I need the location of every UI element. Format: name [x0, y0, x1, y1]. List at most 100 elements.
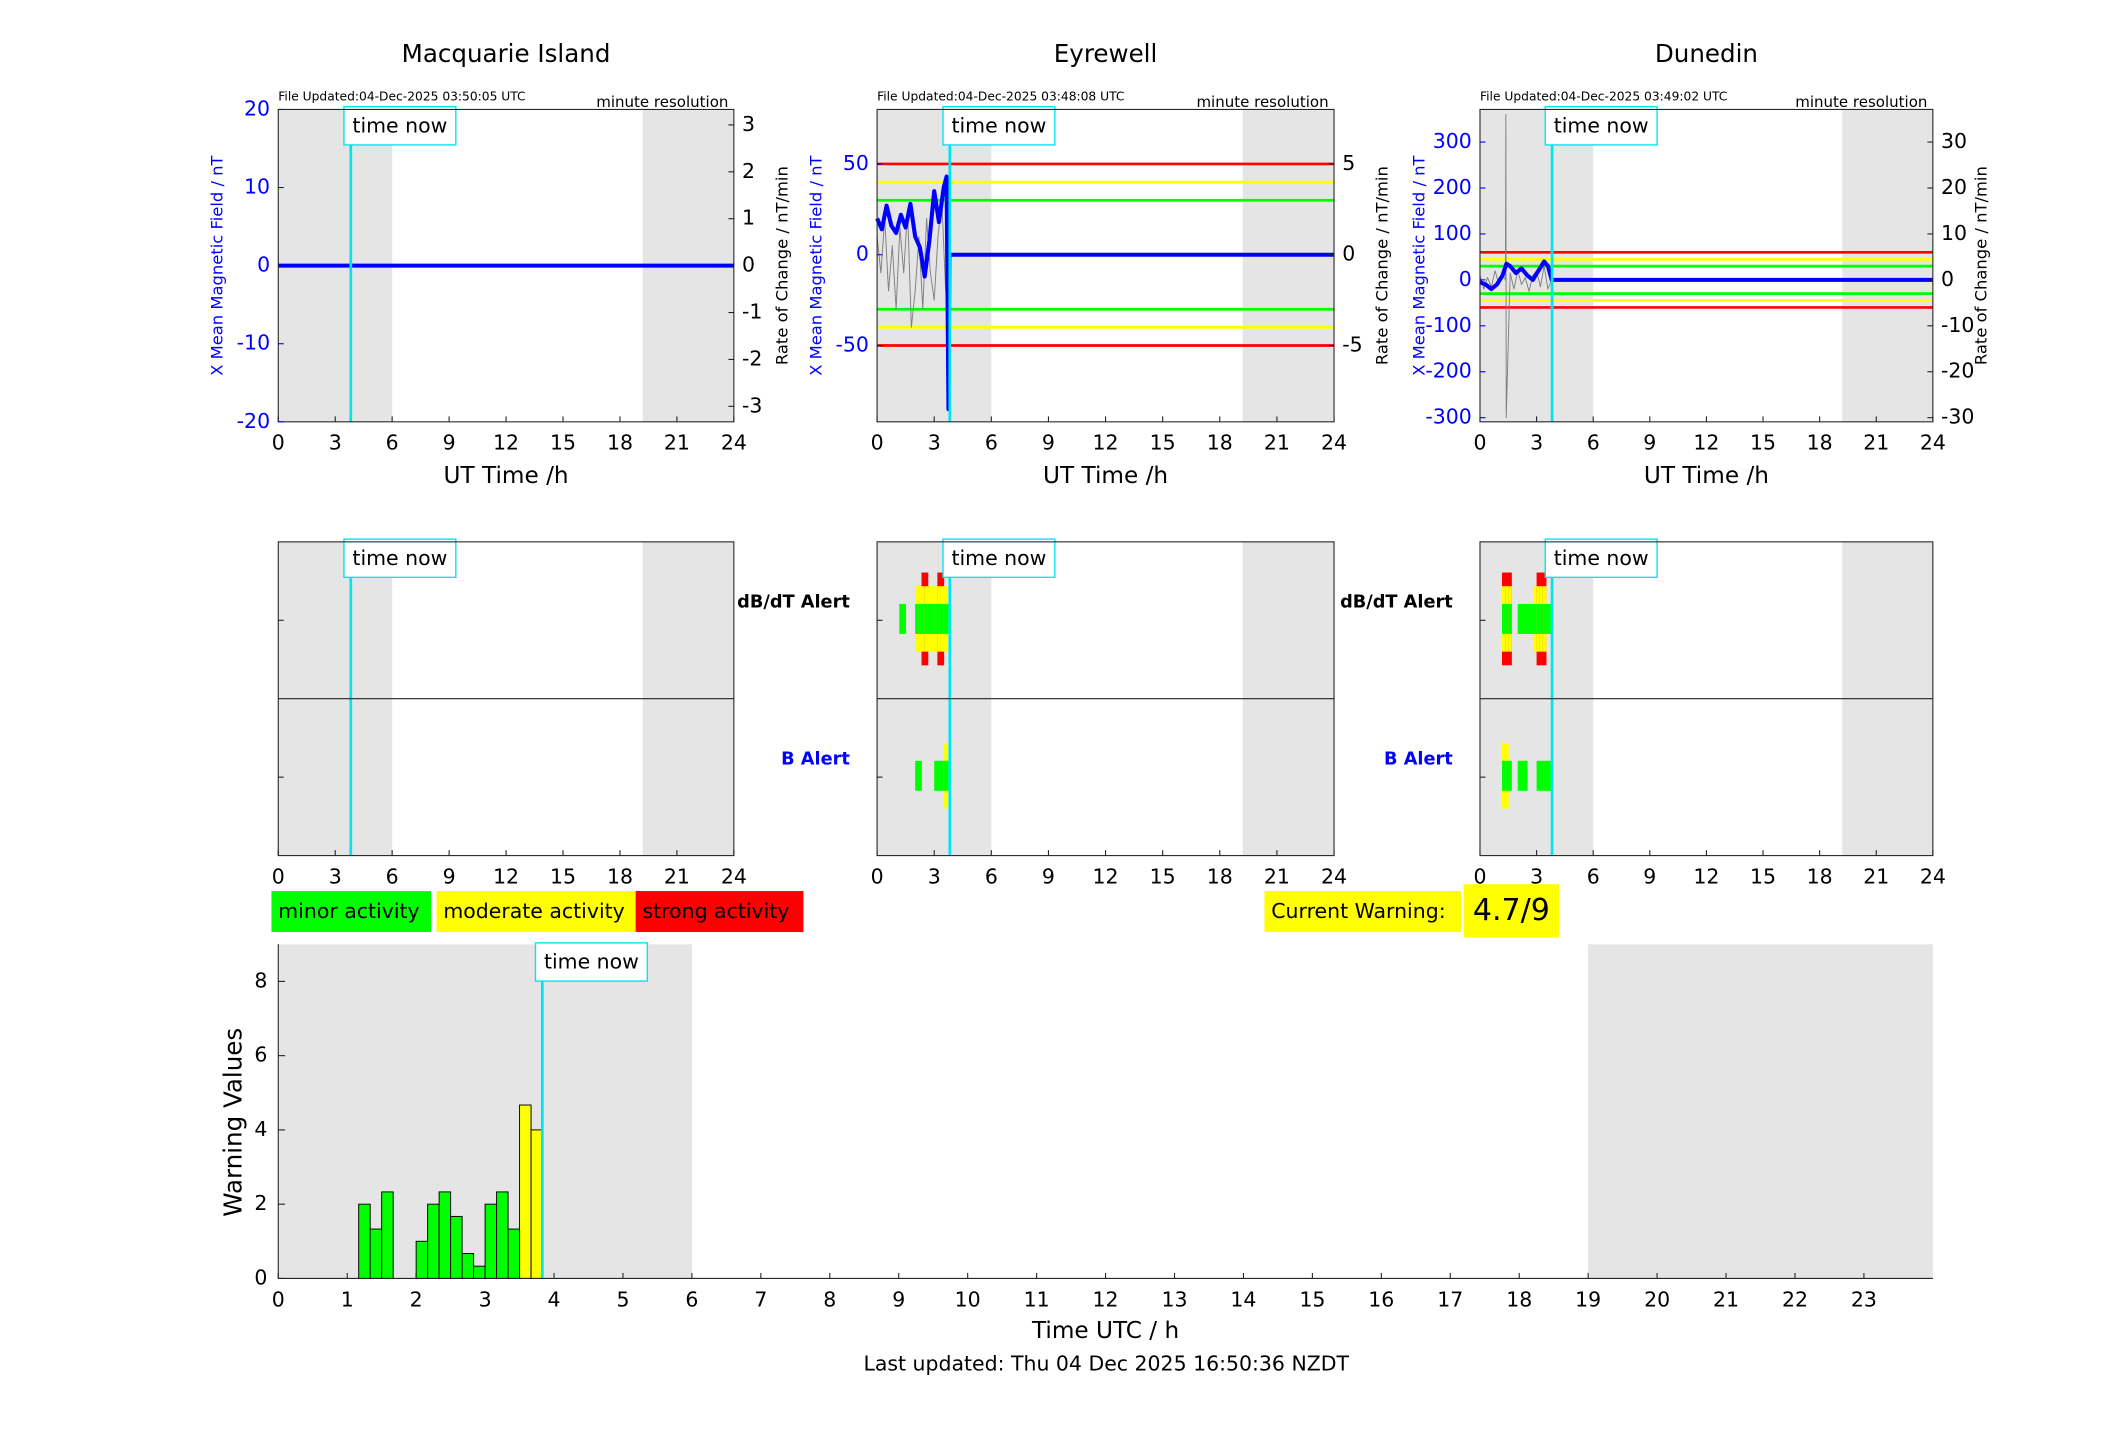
- alert-bar: [918, 603, 922, 634]
- x-tick-label: 5: [616, 1287, 629, 1311]
- y-tick-label: 4: [254, 1117, 267, 1141]
- alert-bar: [915, 603, 919, 634]
- axes-frame: [1479, 541, 1934, 857]
- warning-bar: [484, 1203, 498, 1279]
- time-now-label: time now: [352, 114, 447, 138]
- x-tick-label: 3: [1530, 864, 1543, 888]
- x-tick-label: 20: [1644, 1287, 1670, 1311]
- warning-bar: [427, 1203, 440, 1279]
- x-tick-label: 17: [1437, 1287, 1463, 1311]
- y2-tick-label: 2: [742, 159, 755, 183]
- x-tick-label: 13: [1161, 1287, 1187, 1311]
- x-tick-label: 24: [721, 431, 747, 455]
- x-tick-label: 24: [1920, 431, 1946, 455]
- y-tick-label: -100: [1425, 313, 1471, 337]
- alert-bar: [940, 603, 945, 634]
- time-now-label: time now: [1554, 546, 1649, 570]
- x-tick-label: 15: [1750, 864, 1776, 888]
- y-tick-label: 10: [244, 175, 270, 199]
- x-tick-label: 10: [955, 1287, 981, 1311]
- y2-tick-label: 30: [1941, 129, 1967, 153]
- legend-label: minor activity: [278, 899, 419, 923]
- x-tick-label: 21: [1863, 864, 1889, 888]
- alert-bar: [921, 603, 926, 634]
- x-tick-label: 18: [1207, 431, 1233, 455]
- x-tick-label: 1: [341, 1287, 354, 1311]
- x-tick-label: 12: [1093, 1287, 1119, 1311]
- x-tick-label: 21: [1713, 1287, 1739, 1311]
- alert-bar: [1539, 760, 1544, 791]
- alert-bar: [1546, 603, 1550, 634]
- x-tick-label: 18: [607, 864, 633, 888]
- warning-bar: [507, 1228, 521, 1279]
- x-tick-label: 2: [410, 1287, 423, 1311]
- x-tick-label: 0: [871, 864, 884, 888]
- alert-row-label: B Alert: [1384, 749, 1453, 769]
- y-tick-label: 0: [1459, 267, 1472, 291]
- warning-value-box: [1463, 884, 1560, 938]
- time-now-label: time now: [951, 546, 1046, 570]
- resolution-label: minute resolution: [1196, 93, 1328, 111]
- x-tick-label: 16: [1368, 1287, 1394, 1311]
- alert-bar: [1505, 603, 1509, 634]
- x-axis-label: UT Time /h: [1043, 462, 1168, 489]
- x-tick-label: 12: [1093, 864, 1119, 888]
- x-tick-label: 21: [664, 864, 690, 888]
- legend-label: strong activity: [642, 899, 789, 923]
- time-now-box: [343, 538, 457, 579]
- alert-bar: [931, 603, 935, 634]
- x-tick-label: 0: [1473, 431, 1486, 455]
- footer: Last updated: Thu 04 Dec 2025 16:50:36 N…: [863, 1351, 1349, 1375]
- x-tick-label: 24: [1321, 431, 1347, 455]
- x-tick-label: 21: [664, 431, 690, 455]
- time-now-box: [1544, 538, 1658, 579]
- y2-axis-label: Rate of Change / nT/min: [1971, 166, 1990, 365]
- time-now-box: [1544, 106, 1658, 146]
- alert-bar: [1527, 603, 1531, 634]
- y-tick-label: 6: [254, 1043, 267, 1067]
- x-tick-label: 15: [1299, 1287, 1325, 1311]
- alert-bar: [937, 603, 941, 634]
- x-tick-label: 0: [1473, 864, 1486, 888]
- alert-bar: [902, 603, 907, 634]
- chart-title: Macquarie Island: [402, 39, 611, 68]
- alert-bar: [924, 603, 929, 634]
- alert-bar: [934, 760, 938, 791]
- resolution-label: minute resolution: [1795, 93, 1927, 111]
- rate-line: [1479, 114, 1553, 419]
- alert-bar: [934, 603, 938, 634]
- rate-line: [876, 199, 950, 328]
- alert-bar: [918, 760, 922, 791]
- y2-tick-label: 0: [1941, 267, 1954, 291]
- y-tick-label: 20: [244, 96, 270, 120]
- y-tick-label: -20: [237, 409, 270, 433]
- y-tick-label: 50: [843, 151, 869, 175]
- alert-bar: [1520, 760, 1525, 791]
- y-axis-label: X Mean Magnetic Field / nT: [1409, 154, 1428, 375]
- y2-tick-label: 1: [742, 206, 755, 230]
- x-tick-label: 18: [1506, 1287, 1532, 1311]
- x-tick-label: 3: [329, 431, 342, 455]
- legend-swatch: [436, 891, 636, 932]
- y-tick-label: -200: [1425, 359, 1471, 383]
- x-axis-label: UT Time /h: [444, 462, 569, 489]
- alert-row-label: dB/dT Alert: [1340, 593, 1453, 613]
- y2-tick-label: 20: [1941, 175, 1967, 199]
- alert-bar: [1524, 760, 1528, 791]
- x-tick-label: 0: [272, 864, 285, 888]
- time-now-box: [343, 106, 457, 146]
- time-now-label: time now: [544, 950, 639, 974]
- warning-bar: [461, 1253, 475, 1279]
- x-tick-label: 9: [1643, 864, 1656, 888]
- y2-axis-label: Rate of Change / nT/min: [772, 166, 791, 365]
- warning-bar: [369, 1228, 383, 1279]
- x-tick-label: 12: [1693, 864, 1719, 888]
- axes-frame: [876, 541, 1335, 857]
- x-tick-label: 19: [1575, 1287, 1601, 1311]
- x-tick-label: 18: [1807, 431, 1833, 455]
- y2-tick-label: 5: [1342, 151, 1355, 175]
- y-tick-label: -300: [1425, 405, 1471, 429]
- x-tick-label: 15: [1750, 431, 1776, 455]
- x-tick-label: 4: [548, 1287, 561, 1311]
- night-shading: [877, 109, 992, 422]
